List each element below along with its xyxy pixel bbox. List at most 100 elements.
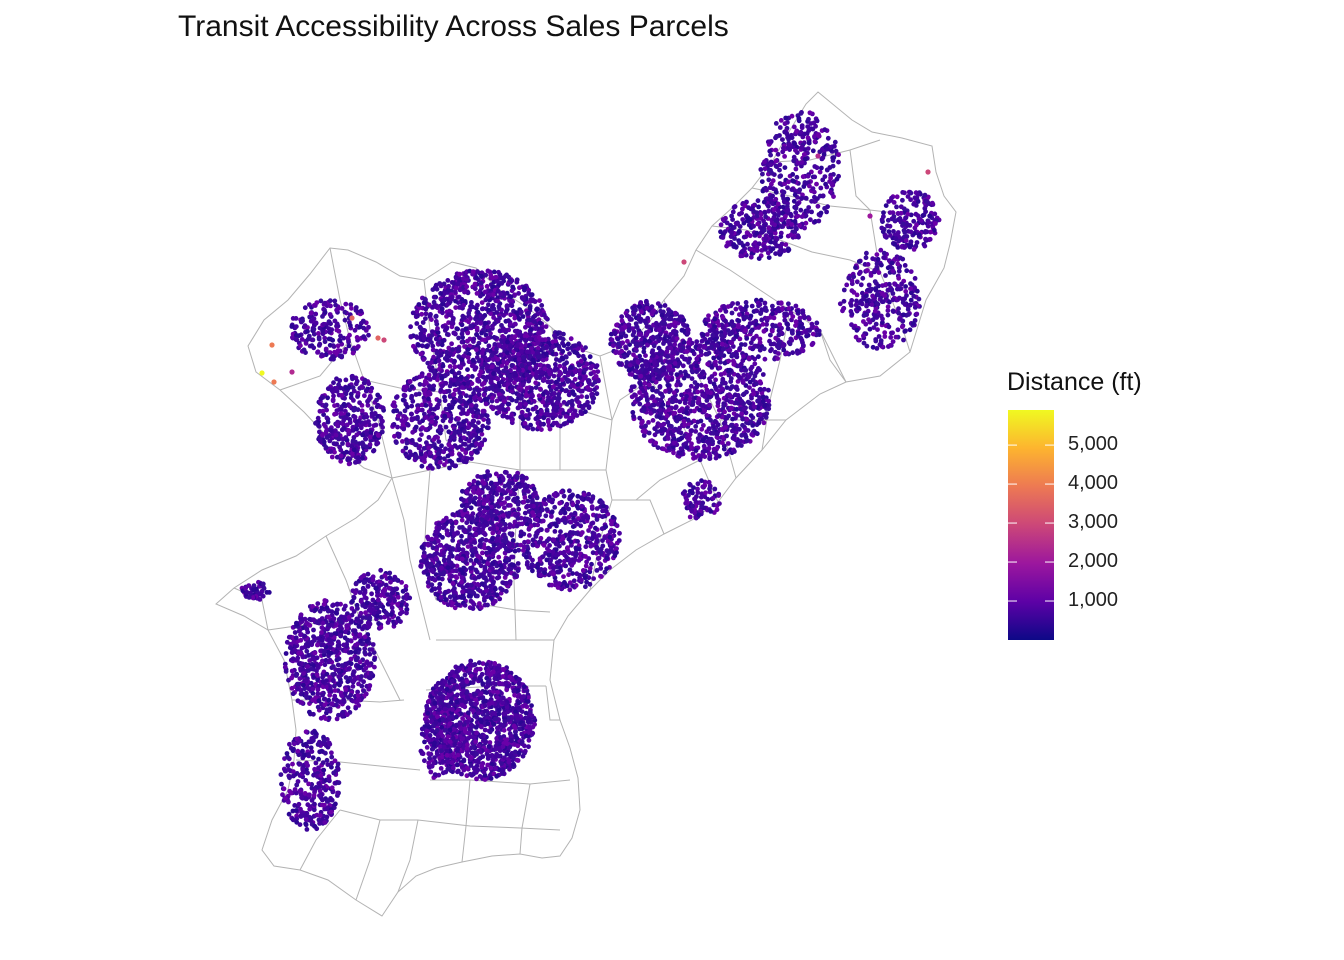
parcel-point [528, 331, 533, 337]
parcel-point [419, 373, 425, 379]
parcel-point [814, 320, 820, 326]
parcel-point [364, 414, 370, 420]
parcel-point [433, 313, 439, 319]
parcel-point [637, 401, 643, 407]
parcel-point [331, 441, 337, 446]
parcel-point [745, 399, 751, 405]
parcel-point [659, 312, 665, 318]
parcel-point [523, 413, 529, 418]
parcel-point [623, 333, 629, 339]
parcel-point [537, 298, 542, 303]
parcel-point [896, 310, 901, 316]
parcel-point [652, 408, 657, 414]
parcel-point [624, 360, 630, 365]
parcel-point [439, 306, 445, 312]
parcel-point [535, 340, 540, 346]
parcel-point [908, 281, 913, 287]
parcel-point [479, 306, 485, 312]
parcel-point [442, 398, 448, 403]
parcel-point [331, 380, 336, 386]
parcel-point [359, 408, 365, 414]
parcel-point [486, 357, 492, 362]
parcel-point [692, 408, 697, 414]
parcel-point [323, 346, 329, 352]
parcel-point [293, 316, 299, 321]
parcel-point [810, 340, 816, 346]
parcel-point [747, 385, 752, 390]
parcel-point [426, 372, 432, 378]
parcel-point [455, 445, 460, 450]
parcel-point [371, 448, 376, 454]
parcel-point [447, 404, 453, 410]
neighborhood-line [695, 249, 847, 383]
parcel-point [475, 309, 481, 315]
parcel-points [239, 110, 942, 832]
parcel-point [424, 380, 429, 386]
parcel-point [316, 336, 322, 342]
parcel-point [480, 374, 486, 380]
parcel-point [722, 420, 728, 426]
parcel-point [874, 252, 880, 257]
parcel-point [700, 403, 706, 408]
parcel-point [360, 432, 365, 438]
parcel-point [459, 357, 465, 362]
parcel-point [410, 310, 416, 316]
parcel-point [466, 319, 471, 325]
parcel-point [885, 287, 891, 293]
parcel-point [323, 445, 329, 450]
parcel-point [313, 311, 319, 317]
parcel-point [409, 411, 414, 417]
parcel-point [872, 279, 878, 284]
parcel-point [360, 450, 366, 456]
parcel-point [347, 403, 353, 409]
parcel-point [584, 394, 590, 400]
parcel-point [525, 425, 531, 431]
parcel-point [927, 213, 933, 219]
parcel-point [419, 463, 425, 469]
parcel-point [485, 294, 491, 300]
parcel-point [465, 347, 471, 352]
parcel-point [541, 312, 547, 318]
parcel-point [375, 440, 381, 446]
neighborhood-line [355, 819, 381, 901]
parcel-point [345, 335, 351, 341]
parcel-point [459, 331, 465, 337]
parcel-point [524, 372, 530, 378]
parcel-point [482, 289, 488, 295]
parcel-point [415, 406, 421, 412]
parcel-point [417, 420, 423, 425]
parcel-point [885, 312, 891, 318]
parcel-point [775, 356, 780, 361]
parcel-point [718, 359, 723, 365]
parcel-point [570, 412, 576, 417]
parcel-point [423, 415, 429, 420]
parcel-point [453, 298, 458, 304]
parcel-point [805, 135, 811, 141]
parcel-point [785, 185, 790, 191]
parcel-point [761, 346, 767, 352]
parcel-point [702, 336, 708, 342]
parcel-point [560, 349, 566, 354]
parcel-point [430, 343, 436, 349]
neighborhood-line [461, 779, 471, 863]
parcel-point [451, 435, 457, 440]
parcel-point [890, 297, 896, 303]
parcel-point [474, 325, 480, 331]
parcel-point [569, 382, 575, 388]
parcel-point [408, 452, 414, 457]
parcel-point [761, 328, 767, 334]
parcel-point [436, 366, 442, 372]
city-outline [215, 91, 957, 917]
parcel-point [353, 381, 359, 387]
parcel-point [889, 260, 895, 266]
parcel-point [725, 304, 731, 309]
parcel-point [800, 174, 806, 180]
parcel-point [461, 435, 467, 441]
parcel-point [650, 353, 656, 359]
parcel-point [508, 302, 514, 308]
parcel-point [706, 440, 711, 445]
parcel-point [880, 316, 885, 322]
parcel-point [551, 405, 557, 411]
parcel-point [728, 386, 733, 392]
parcel-point [500, 334, 505, 339]
